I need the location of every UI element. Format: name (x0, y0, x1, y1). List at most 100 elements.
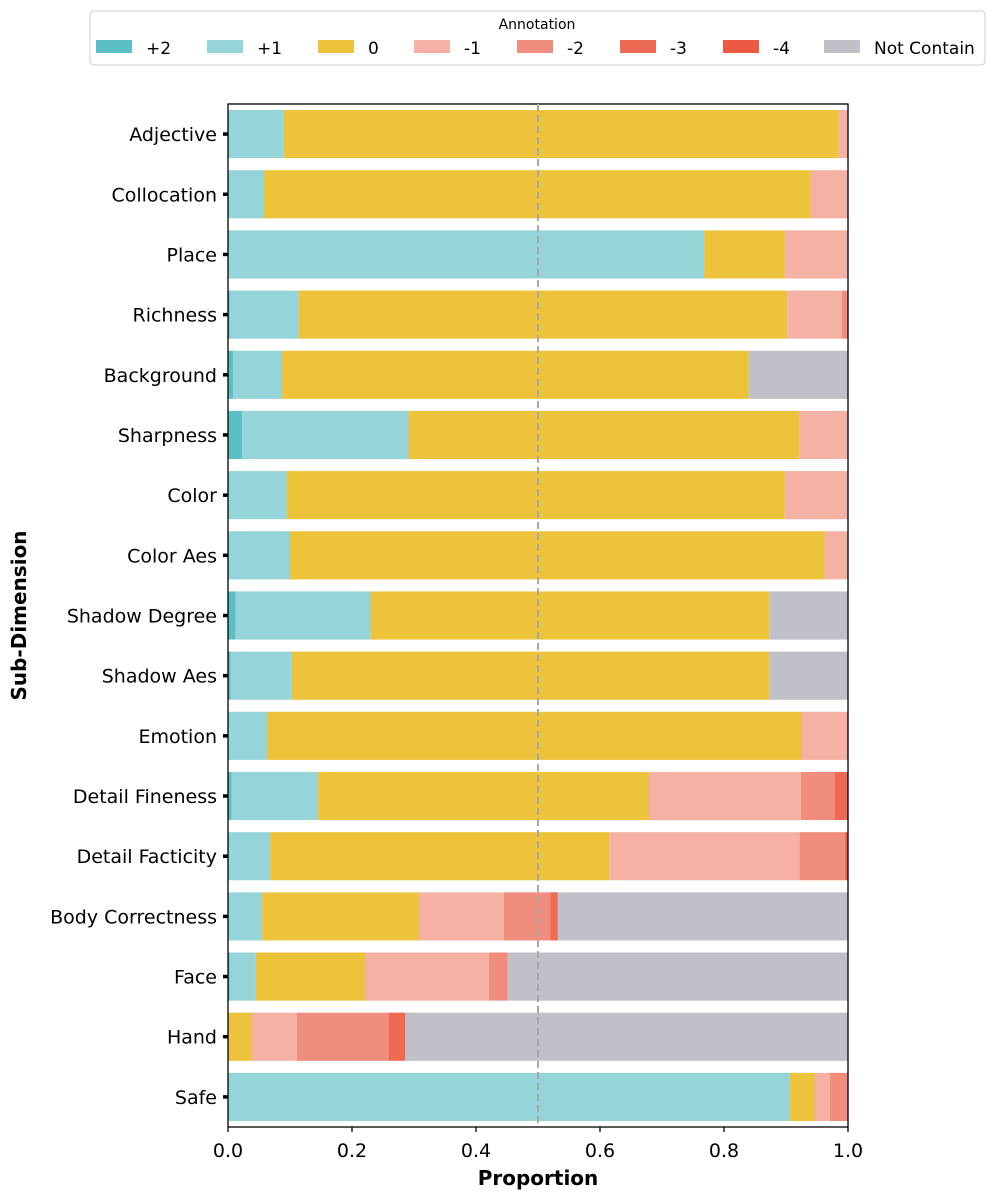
bar-hand-series-2 (228, 1012, 252, 1061)
bar-adjective-series-2 (283, 110, 839, 159)
x-tick-label: 0.8 (709, 1140, 739, 1162)
bar-place-series-3 (784, 230, 848, 279)
legend-frame (89, 10, 986, 66)
y-tick-label: Safe (175, 1087, 217, 1109)
bar-safe-series-1 (228, 1072, 790, 1121)
legend-label: -4 (773, 39, 790, 59)
bar-detail-fineness-series-5 (834, 771, 848, 821)
y-tick-label: Shadow Aes (102, 666, 217, 688)
legend-label: -1 (464, 39, 481, 59)
bar-safe-series-3 (814, 1072, 831, 1121)
y-tick-label: Hand (167, 1027, 217, 1049)
bar-background-series-1 (232, 350, 282, 399)
bar-background-series-0 (228, 350, 233, 399)
x-tick-label: 0.0 (213, 1140, 243, 1162)
bar-sharpness-series-0 (228, 410, 243, 460)
x-axis: 0.0 0.2 0.4 0.6 0.8 1.0 (213, 1127, 863, 1162)
y-axis-title: Sub-Dimension (7, 530, 31, 700)
bar-shadow-aes-series-2 (291, 651, 770, 700)
legend-label: Not Contain (874, 39, 975, 59)
y-tick-label: Place (166, 244, 217, 266)
bar-sharpness-series-2 (408, 410, 800, 460)
bar-shadow-aes-series-0 (228, 651, 231, 700)
bar-face-series-1 (229, 952, 256, 1001)
bar-detail-facticity-series-3 (609, 832, 800, 881)
bar-shadow-aes-series-1 (230, 651, 292, 700)
bar-shadow-aes-series-7 (769, 651, 848, 700)
bar-richness-series-0 (228, 290, 230, 339)
y-tick-label: Emotion (138, 726, 217, 748)
bar-color-aes-series-3 (824, 531, 848, 580)
legend-swatch (620, 40, 656, 53)
bar-sharpness-series-3 (799, 410, 848, 460)
bar-adjective-series-1 (228, 110, 284, 159)
bars (228, 110, 848, 1121)
bar-safe-series-2 (789, 1072, 815, 1121)
bar-hand-series-4 (296, 1012, 389, 1061)
bar-body-correctness-series-5 (550, 892, 558, 941)
x-tick-label: 0.2 (337, 1140, 367, 1162)
bar-detail-facticity-series-4 (799, 832, 845, 881)
bar-color-series-2 (286, 471, 785, 520)
bar-detail-fineness-series-2 (317, 771, 649, 821)
bar-emotion-series-1 (228, 711, 268, 760)
bar-hand-series-3 (251, 1012, 297, 1061)
y-tick-label: Sharpness (118, 425, 217, 447)
legend-label: -3 (670, 39, 687, 59)
bar-detail-fineness-series-1 (231, 771, 318, 821)
bar-shadow-degree-series-7 (769, 591, 848, 640)
y-tick-label: Shadow Degree (67, 606, 217, 628)
bar-face-series-2 (255, 952, 366, 1001)
bar-color-aes-series-1 (228, 531, 290, 580)
legend-title: Annotation (499, 17, 576, 33)
bar-detail-facticity-series-1 (228, 832, 271, 881)
bar-body-correctness-series-7 (557, 892, 848, 941)
legend-label: +2 (146, 39, 171, 59)
y-tick-label: Color Aes (127, 545, 217, 567)
y-tick-label: Richness (133, 305, 218, 327)
bar-body-correctness-series-1 (228, 892, 263, 941)
legend-label: 0 (368, 39, 379, 59)
bar-collocation-series-1 (228, 170, 264, 219)
bar-detail-facticity-series-5 (844, 832, 848, 881)
y-tick-label: Adjective (129, 124, 217, 146)
legend-swatch (318, 40, 354, 53)
bar-face-series-7 (507, 952, 848, 1001)
legend-swatch (723, 40, 759, 53)
y-tick-label: Detail Facticity (77, 846, 217, 868)
bar-background-series-2 (281, 350, 749, 399)
bar-adjective-series-3 (838, 110, 848, 159)
bar-color-series-3 (784, 471, 848, 520)
bar-richness-series-2 (298, 290, 788, 339)
bar-detail-facticity-series-2 (270, 832, 610, 881)
bar-body-correctness-series-4 (503, 892, 551, 941)
bar-face-series-3 (365, 952, 490, 1001)
legend-swatch (824, 40, 860, 53)
legend-label: -2 (567, 39, 584, 59)
bar-background-series-7 (748, 350, 848, 399)
bar-detail-fineness-series-0 (228, 771, 232, 821)
bar-safe-series-4 (830, 1072, 848, 1121)
y-tick-label: Color (167, 485, 217, 507)
x-tick-label: 0.4 (461, 1140, 491, 1162)
y-tick-label: Face (174, 967, 217, 989)
bar-collocation-series-3 (810, 170, 848, 219)
bar-richness-series-4 (841, 290, 848, 339)
bar-place-series-2 (704, 230, 785, 279)
legend: Annotation +2 +1 0 -1 -2 -3 -4 Not Contain (89, 10, 986, 66)
bar-color-aes-series-2 (290, 531, 825, 580)
x-axis-title: Proportion (478, 1166, 599, 1190)
bar-detail-fineness-series-3 (648, 771, 801, 821)
legend-swatch (207, 40, 243, 53)
x-tick-label: 0.6 (585, 1140, 615, 1162)
bar-shadow-degree-series-0 (228, 591, 236, 640)
legend-swatch (517, 40, 553, 53)
bar-detail-fineness-series-4 (800, 771, 835, 821)
x-tick-label: 1.0 (833, 1140, 863, 1162)
bar-body-correctness-series-2 (262, 892, 419, 941)
bar-face-series-4 (489, 952, 508, 1001)
legend-swatch (414, 40, 450, 53)
bar-shadow-degree-series-1 (235, 591, 371, 640)
bar-richness-series-3 (787, 290, 842, 339)
